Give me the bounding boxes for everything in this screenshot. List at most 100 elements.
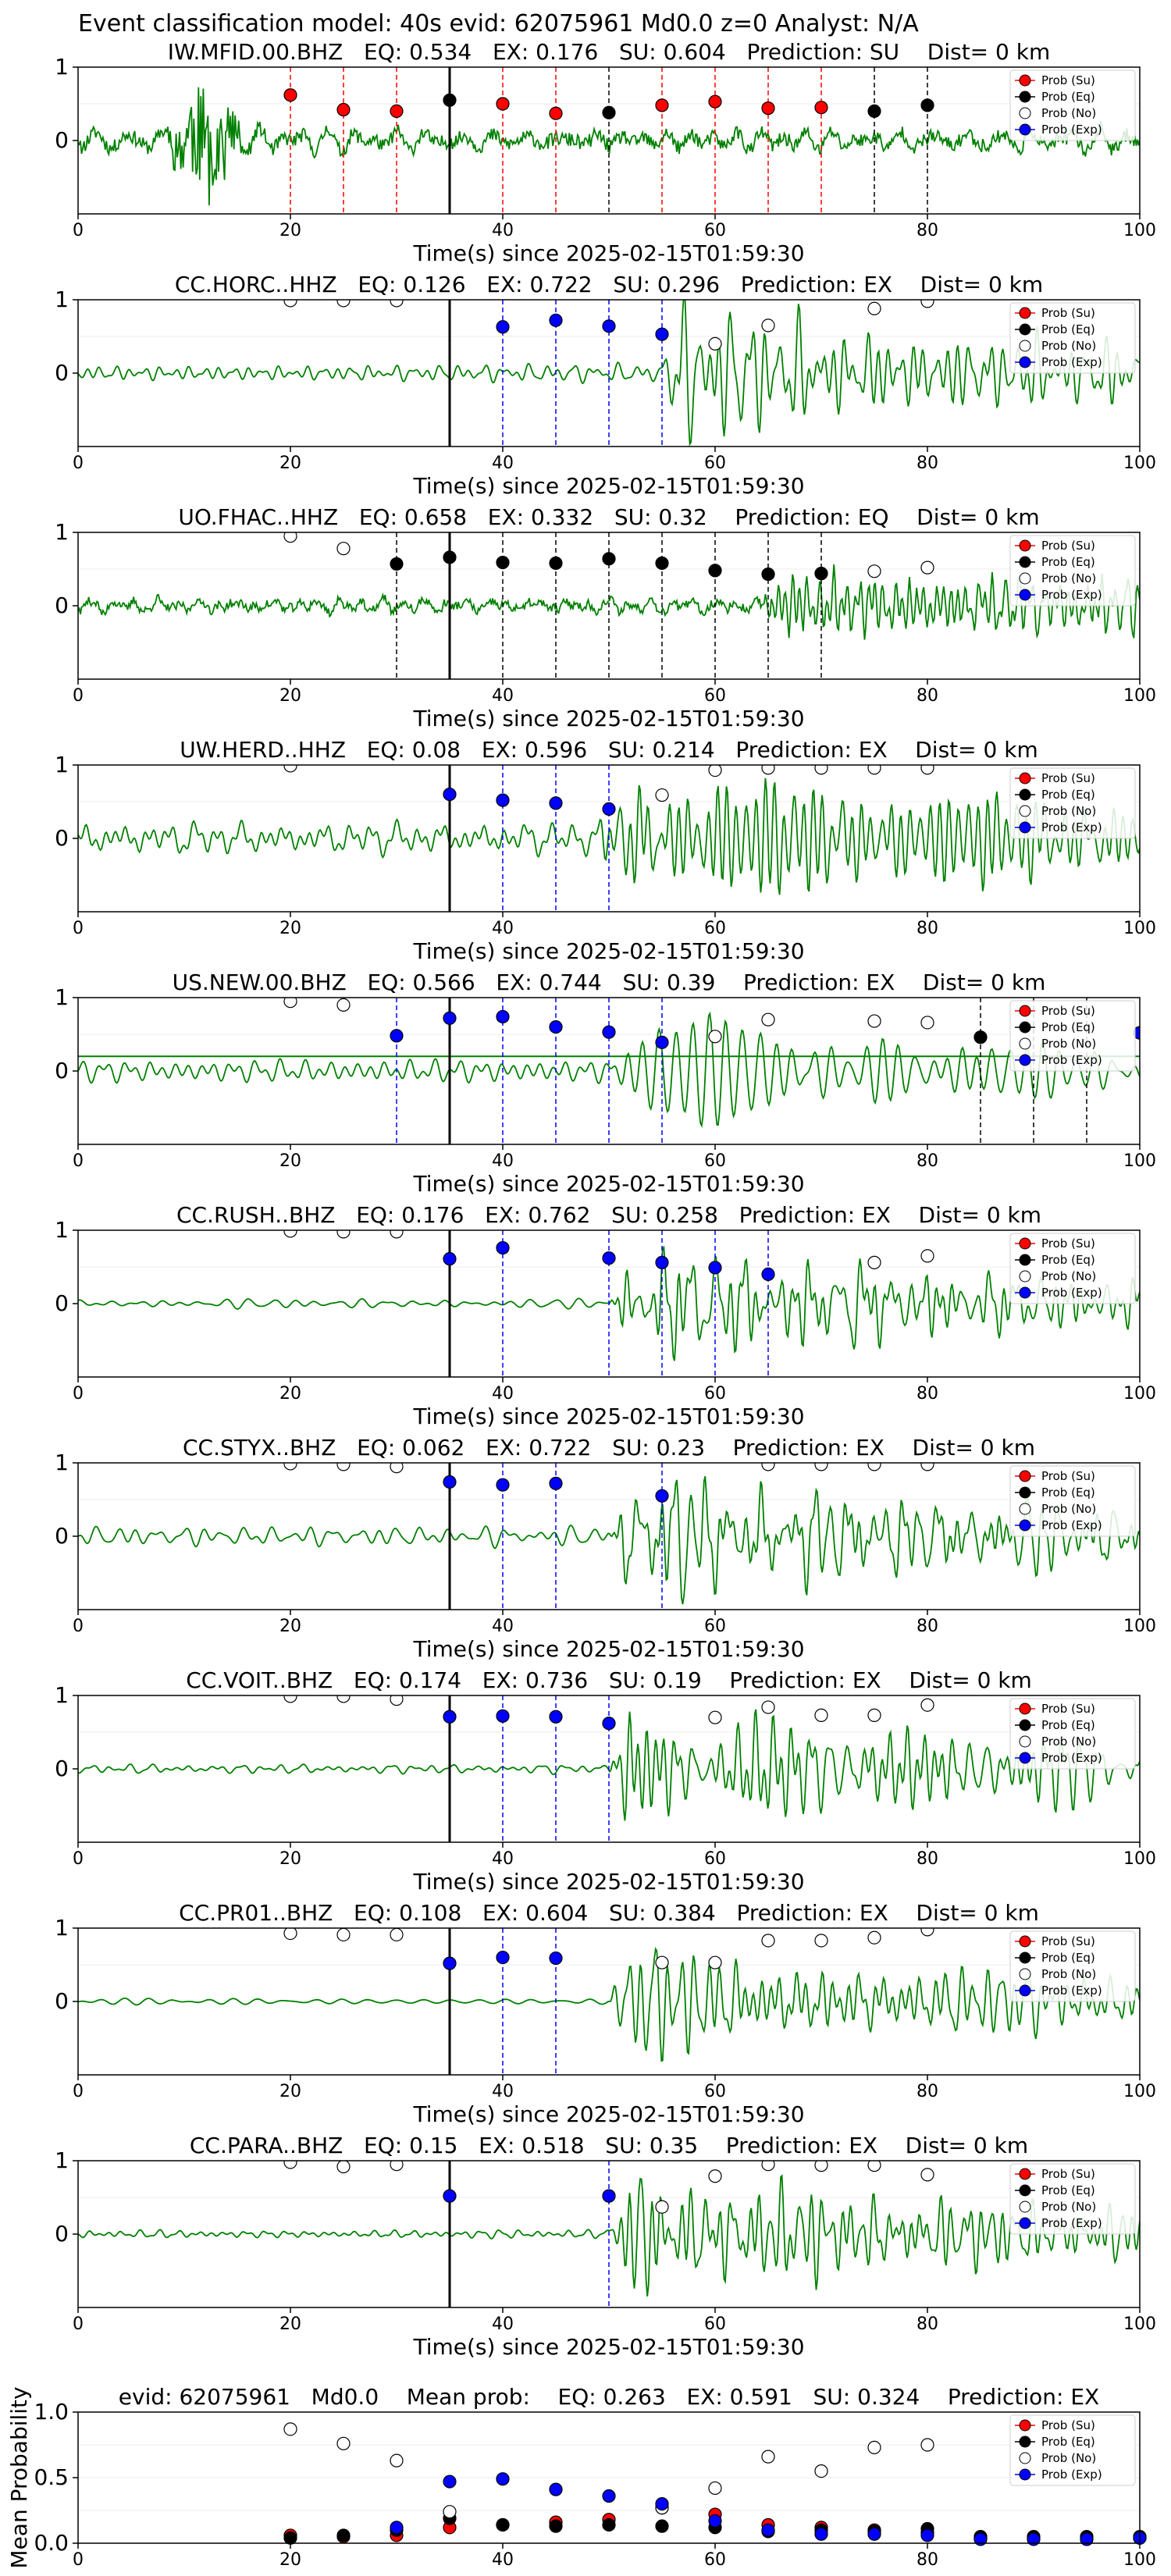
legend-label-su: Prob (Su) bbox=[1041, 1469, 1095, 1483]
x-tick-label: 60 bbox=[704, 1617, 726, 1636]
prob-point-exp bbox=[443, 1475, 457, 1489]
y-tick-label: 1 bbox=[55, 54, 69, 80]
prob-point-no bbox=[283, 532, 297, 543]
plot-area bbox=[78, 765, 1140, 912]
prob-point-no bbox=[390, 1230, 404, 1239]
x-tick-label: 40 bbox=[492, 1384, 514, 1404]
prob-point-eq bbox=[496, 555, 510, 570]
mean-prob-point-exp bbox=[814, 2527, 828, 2541]
legend-label-su: Prob (Su) bbox=[1041, 73, 1095, 87]
legend-label-eq: Prob (Eq) bbox=[1041, 555, 1095, 569]
legend-marker-su bbox=[1019, 2168, 1031, 2180]
waveform-trace bbox=[78, 777, 1140, 895]
legend-label-no: Prob (No) bbox=[1041, 804, 1096, 818]
prob-point-no bbox=[920, 560, 934, 575]
y-tick-label: 1 bbox=[55, 1450, 69, 1475]
legend: Prob (Su) Prob (Eq) Prob (No) Prob (Exp) bbox=[1009, 69, 1136, 141]
legend-label-su: Prob (Su) bbox=[1041, 2167, 1095, 2181]
legend-label-su: Prob (Su) bbox=[1041, 2418, 1095, 2432]
legend-marker-su bbox=[1019, 772, 1031, 785]
waveform-trace bbox=[78, 87, 1140, 206]
legend-marker-eq bbox=[1019, 1486, 1031, 1499]
panel-3: UO.FHAC..HHZ EQ: 0.658 EX: 0.332 SU: 0.3… bbox=[55, 504, 1156, 731]
legend-label-exp: Prob (Exp) bbox=[1041, 123, 1102, 137]
legend-marker-eq bbox=[1019, 1254, 1031, 1266]
waveform-trace bbox=[78, 1011, 1140, 1128]
x-tick-label: 80 bbox=[917, 2550, 938, 2570]
x-tick-label: 100 bbox=[1123, 919, 1156, 938]
prob-point-no bbox=[761, 1012, 775, 1026]
legend: Prob (Su) Prob (Eq) Prob (No) Prob (Exp) bbox=[1009, 1233, 1136, 1304]
x-tick-label: 0 bbox=[73, 1384, 84, 1404]
plot-area bbox=[78, 1695, 1140, 1842]
prob-point-exp bbox=[602, 1025, 616, 1039]
legend: Prob (Su) Prob (Eq) Prob (No) Prob (Exp) bbox=[1009, 535, 1136, 607]
axes-frame bbox=[77, 764, 1141, 913]
legend-marker-eq bbox=[1019, 1021, 1031, 1034]
prob-point-no bbox=[283, 300, 297, 308]
mean-prob-point-exp bbox=[496, 2472, 510, 2486]
y-tick-label: 0 bbox=[55, 592, 69, 618]
prob-point-no bbox=[867, 1255, 881, 1269]
prob-point-no bbox=[920, 1463, 934, 1471]
mean-prob-point-exp bbox=[761, 2523, 775, 2537]
panel-title: CC.PR01..BHZ EQ: 0.108 EX: 0.604 SU: 0.3… bbox=[179, 1900, 1039, 1926]
axes-frame bbox=[77, 66, 1141, 215]
mean-prob-point-exp bbox=[549, 2482, 563, 2496]
legend-label-exp: Prob (Exp) bbox=[1041, 1751, 1102, 1765]
x-tick-label: 60 bbox=[704, 1384, 726, 1404]
panel-title: CC.VOIT..BHZ EQ: 0.174 EX: 0.736 SU: 0.1… bbox=[186, 1667, 1032, 1693]
legend-label-exp: Prob (Exp) bbox=[1041, 1984, 1102, 1998]
x-axis-label: Time(s) since 2025-02-15T01:59:30 bbox=[412, 1869, 804, 1895]
panel-title: IW.MFID.00.BHZ EQ: 0.534 EX: 0.176 SU: 0… bbox=[168, 39, 1051, 65]
legend-label-no: Prob (No) bbox=[1041, 571, 1096, 585]
panel-title: CC.RUSH..BHZ EQ: 0.176 EX: 0.762 SU: 0.2… bbox=[176, 1202, 1041, 1228]
axes-frame bbox=[77, 299, 1141, 447]
legend-label-exp: Prob (Exp) bbox=[1041, 355, 1102, 369]
prob-point-eq bbox=[655, 556, 669, 571]
plot-area bbox=[78, 1928, 1140, 2075]
legend-frame bbox=[1009, 1000, 1136, 1072]
prob-point-no bbox=[920, 765, 934, 775]
prob-point-no bbox=[390, 2161, 404, 2172]
mean-prob-point-exp bbox=[1027, 2532, 1041, 2546]
prob-point-no bbox=[761, 2161, 775, 2172]
legend-marker-su bbox=[1019, 1703, 1031, 1715]
prob-point-no bbox=[814, 765, 828, 775]
prob-point-no bbox=[336, 998, 351, 1012]
legend-frame bbox=[1009, 2414, 1136, 2486]
y-tick-label: 0 bbox=[55, 360, 69, 386]
legend-marker-su bbox=[1019, 2419, 1031, 2432]
legend-label-eq: Prob (Eq) bbox=[1041, 2183, 1095, 2197]
legend-marker-no bbox=[1019, 805, 1031, 817]
legend-marker-eq bbox=[1019, 91, 1031, 103]
prob-point-exp bbox=[496, 1709, 510, 1723]
legend: Prob (Su) Prob (Eq) Prob (No) Prob (Exp) bbox=[1009, 1000, 1136, 1072]
x-tick-label: 0 bbox=[73, 2550, 84, 2570]
prob-point-exp bbox=[549, 313, 563, 327]
prob-point-eq bbox=[920, 98, 934, 112]
y-tick-label: 1 bbox=[55, 2147, 69, 2173]
prob-point-no bbox=[867, 2161, 881, 2172]
y-tick-label: 0 bbox=[55, 1756, 69, 1781]
x-tick-label: 0 bbox=[73, 1151, 84, 1171]
waveform-trace bbox=[78, 1475, 1140, 1605]
waveform-trace bbox=[78, 1946, 1140, 2062]
y-tick-label: 0 bbox=[55, 127, 69, 153]
prob-point-eq bbox=[443, 550, 457, 564]
prob-point-no bbox=[708, 1710, 722, 1724]
x-tick-label: 20 bbox=[279, 919, 301, 938]
x-tick-label: 40 bbox=[492, 919, 514, 938]
mean-prob-point-eq bbox=[602, 2517, 616, 2532]
y-tick-label: 1 bbox=[55, 286, 69, 312]
legend-marker-exp bbox=[1019, 1519, 1031, 1532]
prob-point-exp bbox=[602, 802, 616, 817]
panel-title: UO.FHAC..HHZ EQ: 0.658 EX: 0.332 SU: 0.3… bbox=[178, 504, 1039, 530]
plot-area bbox=[78, 2161, 1140, 2307]
prob-point-no bbox=[920, 1016, 934, 1030]
x-tick-label: 80 bbox=[917, 1151, 938, 1171]
legend-marker-su bbox=[1019, 1237, 1031, 1250]
x-tick-label: 20 bbox=[279, 2082, 301, 2101]
panel-8: CC.VOIT..BHZ EQ: 0.174 EX: 0.736 SU: 0.1… bbox=[55, 1667, 1156, 1895]
prob-point-no bbox=[336, 1928, 351, 1942]
